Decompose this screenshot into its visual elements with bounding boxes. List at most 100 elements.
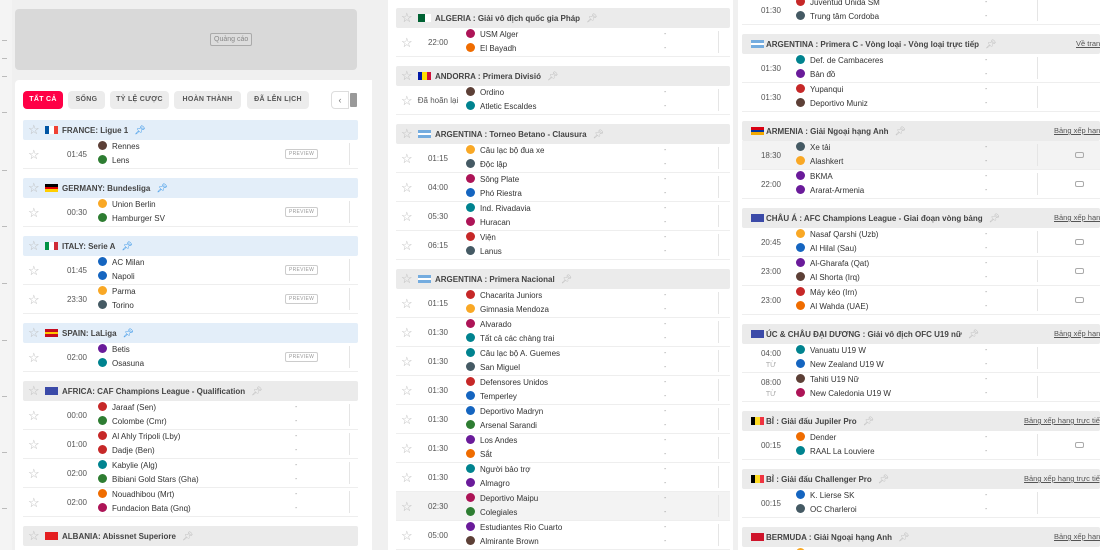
star-icon[interactable]: ☆ xyxy=(401,271,413,286)
star-icon[interactable]: ☆ xyxy=(28,325,40,340)
preview-badge[interactable]: PREVIEW xyxy=(285,265,319,275)
standings-link[interactable]: Bảng xếp hạng xyxy=(1054,126,1100,135)
star-icon[interactable]: ☆ xyxy=(401,354,413,369)
league-name[interactable]: CHÂU Á : AFC Champions League - Giai đoạ… xyxy=(766,208,1000,229)
match-row[interactable]: ☆ 01:30 Def. de Cambaceres Bản đồ -- xyxy=(742,54,1100,83)
tab-all[interactable]: TẤT CẢ xyxy=(23,91,63,109)
league-header[interactable]: ☆ ANDORRA : Primera Divisió 📌︎ xyxy=(396,66,730,86)
match-row[interactable]: ☆ 01:30 Deportivo Madryn Arsenal Sarandi… xyxy=(396,405,730,434)
league-name[interactable]: GERMANY: Bundesliga 📌︎ xyxy=(62,178,168,199)
league-header[interactable]: ☆ AFRICA: CAF Champions League - Qualifi… xyxy=(23,381,358,401)
league-header[interactable]: ☆ ARMENIA : Giải Ngoại hạng Anh📌︎ Bảng x… xyxy=(742,121,1100,141)
preview-badge[interactable]: PREVIEW xyxy=(285,294,319,304)
star-icon[interactable]: ☆ xyxy=(28,147,40,162)
league-name[interactable]: ARGENTINA : Primera Nacional 📌︎ xyxy=(435,269,572,290)
star-icon[interactable]: ☆ xyxy=(401,470,413,485)
star-icon[interactable]: ☆ xyxy=(401,10,413,25)
pin-icon[interactable]: 📌︎ xyxy=(546,71,559,81)
star-icon[interactable]: ☆ xyxy=(28,437,40,452)
star-icon[interactable]: ☆ xyxy=(401,325,413,340)
league-title[interactable]: ARGENTINA : Primera C - Vòng loại - Vòng… xyxy=(766,40,980,49)
league-title[interactable]: BERMUDA : Giải Ngoại hạng Anh xyxy=(766,533,893,542)
league-name[interactable]: AFRICA: CAF Champions League - Qualifica… xyxy=(62,381,263,402)
pin-icon[interactable]: 📌︎ xyxy=(121,241,133,251)
league-title[interactable]: ITALY: Serie A xyxy=(62,242,116,251)
league-name[interactable]: BỈ : Giải đấu Challenger Pro 📌︎ xyxy=(766,469,889,490)
tv-icon[interactable] xyxy=(1075,268,1084,274)
star-icon[interactable]: ☆ xyxy=(28,383,40,398)
star-icon[interactable]: ☆ xyxy=(28,205,40,220)
league-header[interactable]: ☆ ITALY: Serie A 📌︎ xyxy=(23,236,358,256)
star-icon[interactable]: ☆ xyxy=(401,383,413,398)
match-row[interactable]: ☆ Đã hoãn lại Ordino Atletic Escaldes - - xyxy=(396,86,730,115)
star-icon[interactable]: ☆ xyxy=(28,238,40,253)
star-icon[interactable]: ☆ xyxy=(401,499,413,514)
league-title[interactable]: CHÂU Á : AFC Champions League - Giai đoạ… xyxy=(766,214,983,223)
pin-icon[interactable]: 📌︎ xyxy=(898,532,910,542)
tv-icon[interactable] xyxy=(1075,442,1084,448)
match-row[interactable]: ☆ 04:00 Sông Plate Phó Riestra - - xyxy=(396,173,730,202)
preview-badge[interactable]: PREVIEW xyxy=(285,149,319,159)
star-icon[interactable]: ☆ xyxy=(401,412,413,427)
star-icon[interactable]: ☆ xyxy=(28,408,40,423)
match-row[interactable]: ☆ 02:00 Betis Osasuna PREVIEW xyxy=(23,343,358,372)
match-row[interactable]: ☆ 22:00 BKMA Ararat-Armenia -- xyxy=(742,170,1100,199)
match-row[interactable]: ☆ 22:00 USM Alger El Bayadh - - xyxy=(396,28,730,57)
match-row[interactable]: ☆ 23:00 Máy kéo (Irn) Al Wahda (UAE) -- xyxy=(742,286,1100,315)
calendar-icon[interactable] xyxy=(350,93,357,107)
tab-finished[interactable]: HOÀN THÀNH xyxy=(174,91,241,109)
star-icon[interactable]: ☆ xyxy=(28,528,40,543)
league-name[interactable]: SPAIN: LaLiga 📌︎ xyxy=(62,323,134,344)
standings-link[interactable]: Bảng xếp hạng xyxy=(1054,329,1100,338)
tab-scheduled[interactable]: ĐÃ LÊN LỊCH xyxy=(247,91,309,109)
match-row[interactable]: ☆ 01:15 Chacarita Juniors Gimnasia Mendo… xyxy=(396,289,730,318)
pin-icon[interactable]: 📌︎ xyxy=(251,386,263,396)
league-header[interactable]: ☆ BỈ : Giải đấu Challenger Pro📌︎ Bảng xế… xyxy=(742,469,1100,489)
match-row[interactable]: ☆ 01:30 Yupanqui Deportivo Muniz -- xyxy=(742,83,1100,112)
league-name[interactable]: ARMENIA : Giải Ngoại hạng Anh 📌︎ xyxy=(766,121,906,142)
star-icon[interactable]: ☆ xyxy=(401,528,413,543)
league-header[interactable]: ☆ ALBANIA: Abissnet Superiore 📌︎ xyxy=(23,526,358,546)
star-icon[interactable]: ☆ xyxy=(28,263,40,278)
league-header[interactable]: ☆ ARGENTINA : Torneo Betano - Clausura 📌︎ xyxy=(396,124,730,144)
star-icon[interactable]: ☆ xyxy=(401,180,413,195)
standings-link[interactable]: Về trang xyxy=(1076,39,1100,48)
league-header[interactable]: ☆ BỈ : Giải đấu Jupiler Pro📌︎ Bảng xếp h… xyxy=(742,411,1100,431)
star-icon[interactable]: ☆ xyxy=(401,126,413,141)
star-icon[interactable]: ☆ xyxy=(401,68,413,83)
tv-icon[interactable] xyxy=(1075,152,1084,158)
star-icon[interactable]: ☆ xyxy=(28,292,40,307)
match-row[interactable]: ☆ 00:00 Jaraaf (Sen) Colombe (Cmr) - - xyxy=(23,401,358,430)
match-row[interactable]: ☆ 01:30 Câu lạc bộ A. Guemes San Miguel … xyxy=(396,347,730,376)
league-name[interactable]: ÚC & CHÂU ĐẠI DƯƠNG : Giải vô địch OFC U… xyxy=(766,324,979,345)
ad-banner[interactable]: Quảng cáo xyxy=(15,9,357,70)
standings-link[interactable]: Bảng xếp hạng xyxy=(1054,213,1100,222)
match-row[interactable]: ☆ 01:45 AC Milan Napoli PREVIEW xyxy=(23,256,358,285)
league-title[interactable]: GERMANY: Bundesliga xyxy=(62,184,151,193)
pin-icon[interactable]: 📌︎ xyxy=(560,274,573,284)
pin-icon[interactable]: 📌︎ xyxy=(181,531,194,541)
league-header[interactable]: ☆ CHÂU Á : AFC Champions League - Giai đ… xyxy=(742,208,1100,228)
league-title[interactable]: ARMENIA : Giải Ngoại hạng Anh xyxy=(766,127,889,136)
match-row[interactable]: ☆ 01:30 Juventud Unida SM Trung tâm Cord… xyxy=(742,0,1100,25)
match-row[interactable]: ☆ 01:30 Los Andes Sắt - - xyxy=(396,434,730,463)
league-title[interactable]: ARGENTINA : Primera Nacional xyxy=(435,275,555,284)
star-icon[interactable]: ☆ xyxy=(401,441,413,456)
star-icon[interactable]: ☆ xyxy=(401,35,413,50)
star-icon[interactable]: ☆ xyxy=(28,122,40,137)
league-name[interactable]: ITALY: Serie A 📌︎ xyxy=(62,236,133,257)
league-title[interactable]: BỈ : Giải đấu Jupiler Pro xyxy=(766,417,857,426)
star-icon[interactable]: ☆ xyxy=(28,466,40,481)
league-name[interactable]: BERMUDA : Giải Ngoại hạng Anh 📌︎ xyxy=(766,527,910,548)
league-name[interactable]: BỈ : Giải đấu Jupiler Pro 📌︎ xyxy=(766,411,874,432)
tab-live[interactable]: SỐNG xyxy=(68,91,105,109)
league-title[interactable]: ALBANIA: Abissnet Superiore xyxy=(62,532,176,541)
match-row[interactable]: ☆ 23:00 Al-Gharafa (Qat) Al Shorta (Irq)… xyxy=(742,257,1100,286)
standings-link[interactable]: Bảng xếp hạng xyxy=(1054,532,1100,541)
league-title[interactable]: ARGENTINA : Torneo Betano - Clausura xyxy=(435,130,587,139)
league-title[interactable]: ANDORRA : Primera Divisió xyxy=(435,72,541,81)
pin-icon[interactable]: 📌︎ xyxy=(134,125,146,135)
match-row[interactable]: ☆ 05:30 Ind. Rivadavia Huracan - - xyxy=(396,202,730,231)
